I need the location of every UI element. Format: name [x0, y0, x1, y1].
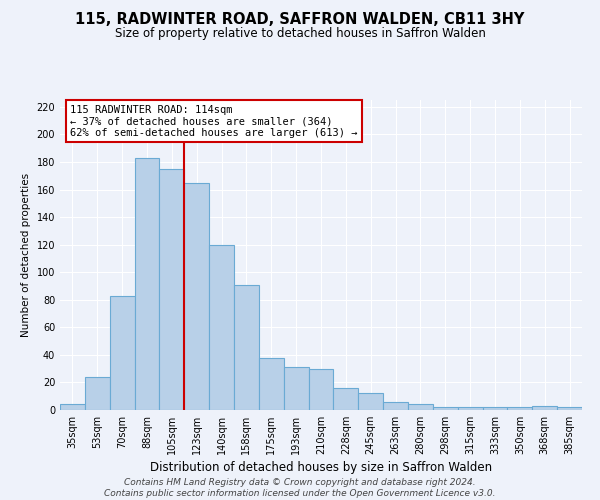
Bar: [160, 169, 184, 410]
Bar: [508, 407, 532, 410]
Bar: [408, 404, 433, 410]
Bar: [557, 407, 582, 410]
Bar: [334, 388, 358, 410]
Text: 115, RADWINTER ROAD, SAFFRON WALDEN, CB11 3HY: 115, RADWINTER ROAD, SAFFRON WALDEN, CB1…: [76, 12, 524, 28]
X-axis label: Distribution of detached houses by size in Saffron Walden: Distribution of detached houses by size …: [150, 461, 492, 474]
Bar: [110, 296, 134, 410]
Bar: [184, 182, 209, 410]
Bar: [284, 368, 308, 410]
Bar: [532, 406, 557, 410]
Bar: [60, 404, 85, 410]
Bar: [433, 407, 458, 410]
Bar: [234, 284, 259, 410]
Y-axis label: Number of detached properties: Number of detached properties: [21, 173, 31, 337]
Text: Size of property relative to detached houses in Saffron Walden: Size of property relative to detached ho…: [115, 28, 485, 40]
Bar: [308, 368, 334, 410]
Bar: [259, 358, 284, 410]
Bar: [358, 394, 383, 410]
Text: 115 RADWINTER ROAD: 114sqm
← 37% of detached houses are smaller (364)
62% of sem: 115 RADWINTER ROAD: 114sqm ← 37% of deta…: [70, 104, 358, 138]
Bar: [209, 244, 234, 410]
Bar: [482, 407, 508, 410]
Bar: [134, 158, 160, 410]
Bar: [85, 377, 110, 410]
Bar: [383, 402, 408, 410]
Text: Contains HM Land Registry data © Crown copyright and database right 2024.
Contai: Contains HM Land Registry data © Crown c…: [104, 478, 496, 498]
Bar: [458, 407, 482, 410]
